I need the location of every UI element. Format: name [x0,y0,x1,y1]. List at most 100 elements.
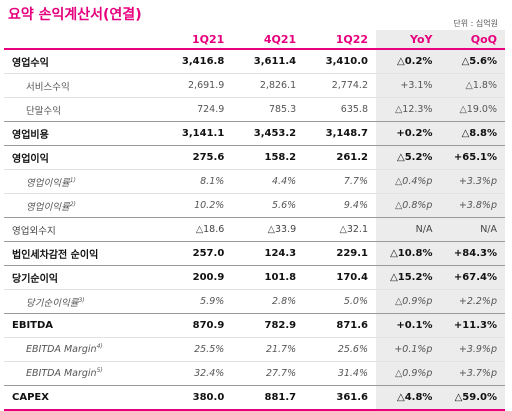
row-label-text: CAPEX [12,392,49,403]
value-4q21: 21.7% [232,338,304,362]
row-label: 서비스수익 [4,74,160,98]
value-1q21: 257.0 [160,242,232,266]
value-4q21: 3,453.2 [232,122,304,146]
value-1q22: 635.8 [304,98,376,122]
value-qoq: +67.4% [440,266,505,290]
value-1q21: 870.9 [160,314,232,338]
value-1q21: 380.0 [160,386,232,411]
footnote-marker: 2) [70,200,76,207]
unit-note: 단위 : 십억원 [453,18,498,29]
row-label-text: 당기순이익 [12,274,58,285]
value-4q21: 158.2 [232,146,304,170]
value-4q21: 27.7% [232,362,304,386]
value-qoq: +2.2%p [440,290,505,314]
table-row: EBITDA Margin5)32.4%27.7%31.4%△0.9%p+3.7… [4,362,505,386]
table-row: 당기순이익 200.9101.8170.4△15.2%+67.4% [4,266,505,290]
table-row: 영업이익률1)8.1%4.4%7.7%△0.4%p+3.3%p [4,170,505,194]
value-1q22: 2,774.2 [304,74,376,98]
row-label-text: 영업수익 [12,58,49,69]
value-qoq: △59.0% [440,386,505,411]
value-4q21: 881.7 [232,386,304,411]
table-row: 영업비용3,141.13,453.23,148.7+0.2%△8.8% [4,122,505,146]
row-label: 당기순이익률3) [4,290,160,314]
value-1q21: 8.1% [160,170,232,194]
value-1q22: 170.4 [304,266,376,290]
value-yoy: △12.3% [376,98,440,122]
value-1q22: 3,148.7 [304,122,376,146]
value-1q22: 229.1 [304,242,376,266]
value-yoy: N/A [376,218,440,242]
value-qoq: +11.3% [440,314,505,338]
value-1q21: 2,691.9 [160,74,232,98]
value-1q22: 871.6 [304,314,376,338]
value-4q21: 2.8% [232,290,304,314]
value-1q22: 7.7% [304,170,376,194]
value-1q22: 9.4% [304,194,376,218]
row-label-text: 법인세차감전 순이익 [12,250,98,261]
value-yoy: +0.1%p [376,338,440,362]
value-1q21: 10.2% [160,194,232,218]
row-label-text: EBITDA Margin [26,368,97,379]
row-label: 단말수익 [4,98,160,122]
header-1q22: 1Q22 [304,30,376,49]
value-4q21: 5.6% [232,194,304,218]
table-row: 영업외수지△18.6△33.9△32.1N/AN/A [4,218,505,242]
row-label: 영업외수지 [4,218,160,242]
value-qoq: +3.9%p [440,338,505,362]
header-qoq: QoQ [440,30,505,49]
value-yoy: △0.8%p [376,194,440,218]
table-row: 영업이익률2)10.2%5.6%9.4%△0.8%p+3.8%p [4,194,505,218]
value-qoq: +3.3%p [440,170,505,194]
value-4q21: 785.3 [232,98,304,122]
header-1q21: 1Q21 [160,30,232,49]
table-row: 법인세차감전 순이익257.0124.3229.1△10.8%+84.3% [4,242,505,266]
value-yoy: △5.2% [376,146,440,170]
value-qoq: +3.8%p [440,194,505,218]
row-label: 영업이익 [4,146,160,170]
row-label: EBITDA Margin5) [4,362,160,386]
row-label: 영업수익 [4,49,160,74]
footnote-marker: 1) [70,176,76,183]
value-4q21: 101.8 [232,266,304,290]
value-1q21: 32.4% [160,362,232,386]
value-4q21: 124.3 [232,242,304,266]
value-1q21: 3,416.8 [160,49,232,74]
value-yoy: △0.4%p [376,170,440,194]
value-4q21: 2,826.1 [232,74,304,98]
value-1q21: 5.9% [160,290,232,314]
row-label-text: EBITDA Margin [26,344,97,355]
value-4q21: 4.4% [232,170,304,194]
row-label-text: 당기순이익률 [26,298,78,309]
row-label: EBITDA [4,314,160,338]
income-statement-table: 1Q21 4Q21 1Q22 YoY QoQ 영업수익3,416.83,611.… [4,30,505,411]
value-qoq: △19.0% [440,98,505,122]
table-row: EBITDA870.9782.9871.6+0.1%+11.3% [4,314,505,338]
value-4q21: △33.9 [232,218,304,242]
value-1q22: 31.4% [304,362,376,386]
value-1q21: 200.9 [160,266,232,290]
value-1q21: 3,141.1 [160,122,232,146]
row-label-text: 영업이익률 [26,178,70,189]
value-4q21: 3,611.4 [232,49,304,74]
footnote-marker: 4) [97,343,103,350]
value-yoy: △15.2% [376,266,440,290]
table-row: 당기순이익률3)5.9%2.8%5.0%△0.9%p+2.2%p [4,290,505,314]
table-row: CAPEX380.0881.7361.6△4.8%△59.0% [4,386,505,411]
row-label: 영업이익률1) [4,170,160,194]
page-title: 요약 손익계산서(연결) [8,4,142,24]
row-label: CAPEX [4,386,160,411]
footnote-marker: 5) [97,367,103,374]
header-4q21: 4Q21 [232,30,304,49]
row-label: 법인세차감전 순이익 [4,242,160,266]
table-row: 영업이익275.6158.2261.2△5.2%+65.1% [4,146,505,170]
table-row: EBITDA Margin4) 25.5%21.7%25.6%+0.1%p+3.9… [4,338,505,362]
value-1q21: 275.6 [160,146,232,170]
row-label-text: 서비스수익 [26,82,70,93]
row-label-text: 영업비용 [12,130,49,141]
value-1q21: △18.6 [160,218,232,242]
value-1q22: 25.6% [304,338,376,362]
value-1q21: 25.5% [160,338,232,362]
row-label: 영업이익률2) [4,194,160,218]
value-yoy: △0.9%p [376,362,440,386]
table-row: 단말수익724.9785.3635.8△12.3%△19.0% [4,98,505,122]
